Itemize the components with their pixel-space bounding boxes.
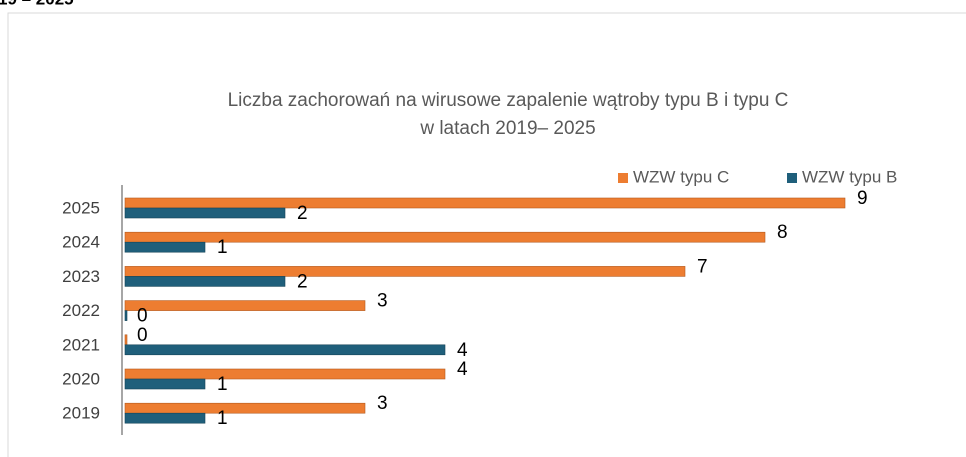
bar	[124, 300, 366, 311]
bar	[124, 276, 286, 287]
y-tick-label: 2023	[62, 267, 100, 286]
data-label: 7	[697, 256, 708, 277]
bar	[124, 197, 846, 209]
data-label: 2	[297, 271, 308, 292]
chart-subtitle: w latach 2019– 2025	[419, 118, 595, 139]
legend-label: WZW typu B	[802, 167, 897, 186]
y-tick-label: 2024	[62, 233, 100, 252]
data-label: 0	[137, 306, 148, 327]
bar	[124, 402, 366, 414]
data-label: 1	[217, 408, 228, 429]
bar	[124, 334, 128, 346]
data-label: 1	[217, 237, 228, 258]
bar	[124, 241, 206, 253]
data-label: 0	[137, 325, 148, 346]
y-tick-label: 2021	[62, 335, 100, 354]
data-label: 3	[377, 393, 388, 414]
y-tick-label: 2019	[62, 404, 100, 423]
data-label: 8	[777, 222, 788, 243]
header-fragment: 19 – 2025	[0, 0, 74, 8]
bar	[124, 231, 766, 243]
bar	[124, 207, 286, 219]
y-tick-label: 2020	[62, 369, 100, 388]
y-tick-label: 2025	[62, 198, 100, 217]
bar	[124, 378, 206, 390]
bar	[124, 412, 206, 424]
data-label: 2	[297, 203, 308, 224]
data-label: 4	[457, 359, 468, 380]
y-tick-label: 2022	[62, 301, 100, 320]
legend-label: WZW typu C	[633, 167, 729, 186]
chart-title: Liczba zachorowań na wirusowe zapalenie …	[228, 90, 789, 111]
data-label: 3	[377, 291, 388, 312]
data-label: 4	[457, 340, 468, 361]
legend-swatch	[618, 173, 628, 183]
bar	[124, 344, 446, 356]
data-label: 9	[857, 188, 868, 209]
bar	[124, 310, 128, 321]
data-label: 1	[217, 374, 228, 395]
bar	[124, 368, 446, 380]
bar	[124, 266, 686, 277]
legend-swatch	[787, 173, 797, 183]
